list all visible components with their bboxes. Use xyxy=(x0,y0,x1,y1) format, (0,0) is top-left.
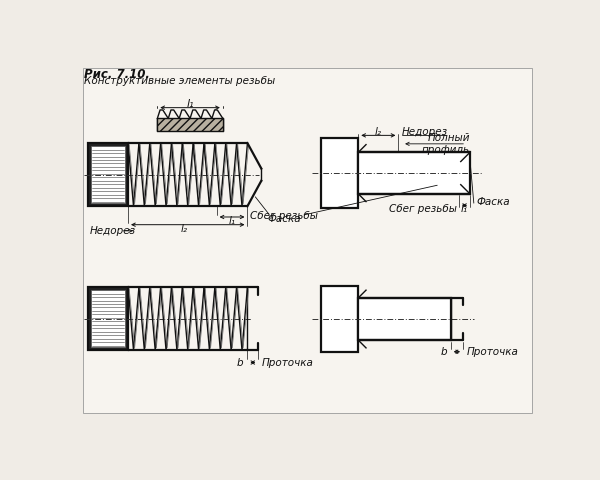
Text: b: b xyxy=(237,358,244,368)
Text: Недорез: Недорез xyxy=(89,226,136,236)
Bar xyxy=(358,298,451,340)
Text: l₁: l₁ xyxy=(229,216,236,226)
Text: Фаска: Фаска xyxy=(476,197,510,206)
Text: Проточка: Проточка xyxy=(467,347,519,357)
Text: Рис. 7.10.: Рис. 7.10. xyxy=(84,68,150,82)
Text: Сбег резьбы: Сбег резьбы xyxy=(250,211,318,221)
Bar xyxy=(91,290,125,347)
Text: l₂: l₂ xyxy=(181,224,187,234)
Text: Недорез: Недорез xyxy=(402,127,448,136)
Text: Полный
профиль: Полный профиль xyxy=(422,133,470,155)
Bar xyxy=(322,138,358,208)
Bar xyxy=(88,143,128,206)
Text: Фаска: Фаска xyxy=(268,214,301,224)
Text: l₁: l₁ xyxy=(186,99,194,109)
Bar xyxy=(157,119,223,131)
Text: l₂: l₂ xyxy=(375,127,382,136)
Text: Конструктивные элементы резьбы: Конструктивные элементы резьбы xyxy=(84,76,275,86)
Text: Сбег резьбы: Сбег резьбы xyxy=(389,204,457,214)
Text: l₁: l₁ xyxy=(461,204,468,214)
Text: b: b xyxy=(440,347,447,357)
Bar xyxy=(358,152,470,194)
Bar xyxy=(91,146,125,203)
Text: Проточка: Проточка xyxy=(262,358,314,368)
Bar xyxy=(322,286,358,352)
Bar xyxy=(88,287,128,350)
